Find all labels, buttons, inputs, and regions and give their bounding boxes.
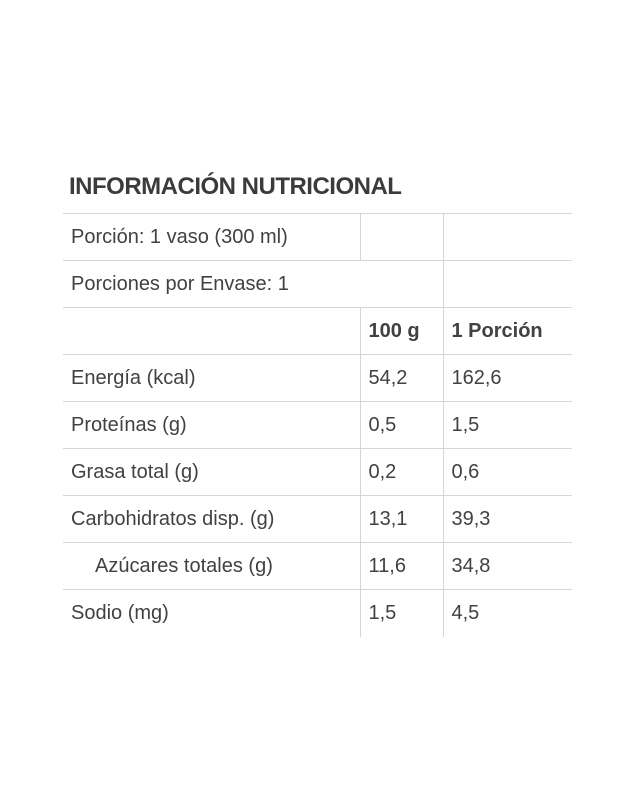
nutrient-value-100g: 0,2: [359, 448, 443, 496]
nutrient-value-portion: 4,5: [442, 589, 572, 637]
nutrient-value-portion: 39,3: [442, 495, 572, 543]
empty-cell: [359, 213, 443, 261]
nutrient-label: Grasa total (g): [63, 448, 360, 496]
nutrient-label: Energía (kcal): [63, 354, 360, 402]
nutrient-value-portion: 162,6: [442, 354, 572, 402]
servings-per-container-row: Porciones por Envase: 1: [63, 260, 572, 308]
nutrient-value-100g: 54,2: [359, 354, 443, 402]
column-header-100g: 100 g: [359, 307, 443, 355]
nutrient-row-total-fat: Grasa total (g) 0,2 0,6: [63, 448, 572, 496]
nutrition-table: Porción: 1 vaso (300 ml) Porciones por E…: [63, 213, 572, 637]
nutrient-label: Proteínas (g): [63, 401, 360, 449]
nutrient-label: Sodio (mg): [63, 589, 360, 637]
nutrient-value-portion: 34,8: [442, 542, 572, 590]
empty-cell: [442, 260, 572, 308]
column-header-portion: 1 Porción: [442, 307, 572, 355]
column-header-row: 100 g 1 Porción: [63, 307, 572, 355]
servings-per-container-label: Porciones por Envase: 1: [63, 260, 443, 308]
nutrient-value-100g: 11,6: [359, 542, 443, 590]
nutrient-row-total-sugars: Azúcares totales (g) 11,6 34,8: [63, 542, 572, 590]
serving-size-row: Porción: 1 vaso (300 ml): [63, 213, 572, 261]
nutrient-row-energy: Energía (kcal) 54,2 162,6: [63, 354, 572, 402]
nutrient-row-carbohydrates: Carbohidratos disp. (g) 13,1 39,3: [63, 495, 572, 543]
nutrient-value-100g: 0,5: [359, 401, 443, 449]
nutrient-row-protein: Proteínas (g) 0,5 1,5: [63, 401, 572, 449]
nutrient-label: Carbohidratos disp. (g): [63, 495, 360, 543]
nutrient-label: Azúcares totales (g): [63, 542, 360, 590]
nutrient-value-portion: 0,6: [442, 448, 572, 496]
serving-size-label: Porción: 1 vaso (300 ml): [63, 213, 360, 261]
nutrition-facts-panel: INFORMACIÓN NUTRICIONAL Porción: 1 vaso …: [63, 172, 572, 637]
nutrient-value-100g: 1,5: [359, 589, 443, 637]
nutrition-title: INFORMACIÓN NUTRICIONAL: [69, 173, 402, 200]
empty-cell: [63, 307, 360, 355]
nutrient-value-100g: 13,1: [359, 495, 443, 543]
nutrient-value-portion: 1,5: [442, 401, 572, 449]
nutrient-row-sodium: Sodio (mg) 1,5 4,5: [63, 589, 572, 637]
empty-cell: [442, 213, 572, 261]
